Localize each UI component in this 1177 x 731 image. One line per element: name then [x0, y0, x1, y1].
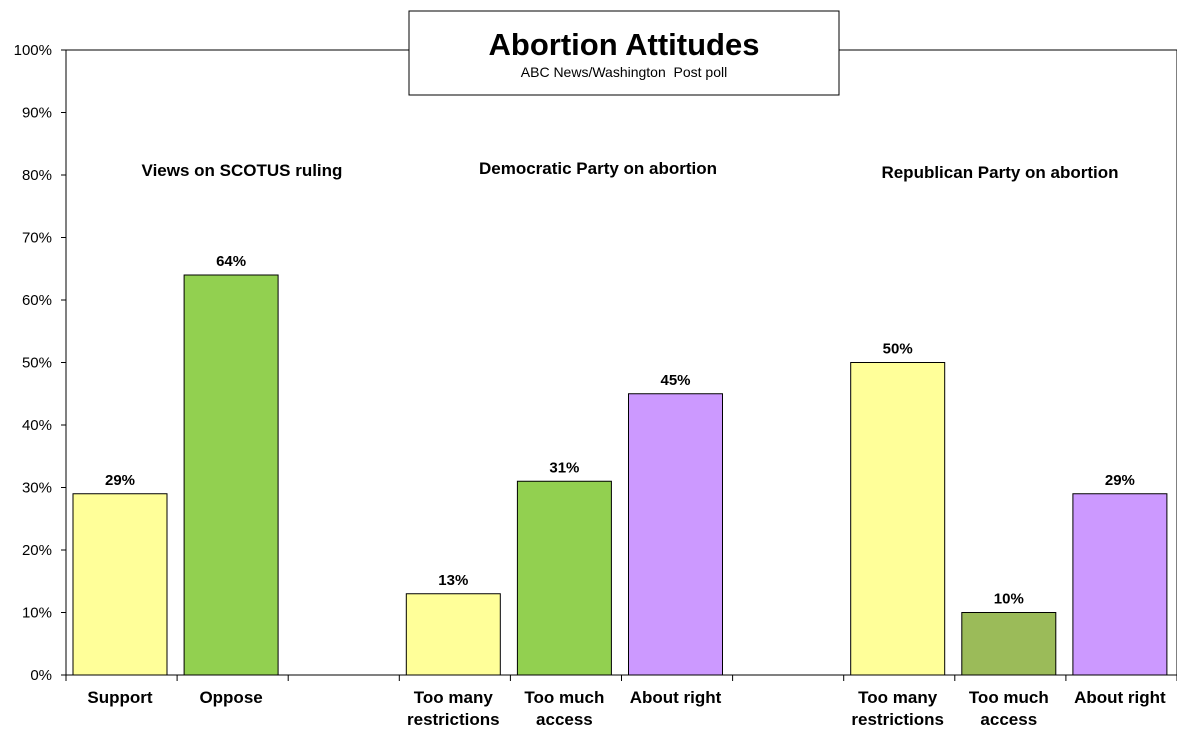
category-label: Support [87, 688, 152, 707]
bar [1072, 493, 1168, 676]
category-label: About right [1074, 688, 1166, 707]
bar [405, 593, 501, 676]
y-tick-label: 60% [22, 292, 52, 309]
bars: 29% 64% 13% 31% 45% 50% 10% 29% [72, 253, 1168, 676]
bar [72, 493, 168, 676]
y-tick-label: 80% [22, 167, 52, 184]
title-box: Abortion Attitudes ABC News/Washington P… [408, 10, 840, 96]
y-tick-label: 70% [22, 230, 52, 247]
x-axis: Support Oppose Too many restrictions Too muc… [65, 675, 1177, 729]
bar [516, 480, 612, 676]
data-label: 45% [660, 372, 690, 389]
y-tick-label: 20% [22, 542, 52, 559]
bar [183, 274, 279, 676]
y-tick-label: 50% [22, 355, 52, 372]
category-label: restrictions [851, 710, 944, 729]
y-tick-label: 10% [22, 605, 52, 622]
group-label: Views on SCOTUS ruling [142, 161, 343, 180]
bar [628, 393, 723, 676]
category-label: About right [630, 688, 722, 707]
data-label: 31% [549, 459, 579, 476]
category-label: Too many [858, 688, 938, 707]
category-label: Too many [414, 688, 494, 707]
data-label: 50% [883, 341, 913, 358]
data-label: 10% [994, 591, 1024, 608]
y-tick-label: 100% [14, 42, 52, 59]
y-tick-label: 90% [22, 105, 52, 122]
y-axis: 0% 10% 20% 30% 40% 50% 60% 70% 80% 90% 100% [14, 42, 66, 684]
data-label: 29% [1105, 472, 1135, 489]
group-label: Republican Party on abortion [881, 163, 1118, 182]
data-label: 64% [216, 253, 246, 270]
category-label: access [536, 710, 593, 729]
category-label: Too much [969, 688, 1049, 707]
chart-title: Abortion Attitudes [489, 27, 760, 62]
y-tick-label: 0% [30, 667, 52, 684]
data-label: 29% [105, 472, 135, 489]
data-label: 13% [438, 572, 468, 589]
category-label: access [980, 710, 1037, 729]
chart-subtitle: ABC News/Washington Post poll [521, 64, 727, 80]
y-tick-label: 40% [22, 417, 52, 434]
group-label: Democratic Party on abortion [479, 159, 717, 178]
category-label: Oppose [199, 688, 262, 707]
group-labels: Views on SCOTUS ruling Democratic Party o… [142, 159, 1119, 182]
category-label: Too much [524, 688, 604, 707]
bar [850, 362, 946, 676]
bar [961, 612, 1057, 676]
y-tick-label: 30% [22, 480, 52, 497]
category-label: restrictions [407, 710, 500, 729]
title-box-frame [408, 10, 840, 96]
